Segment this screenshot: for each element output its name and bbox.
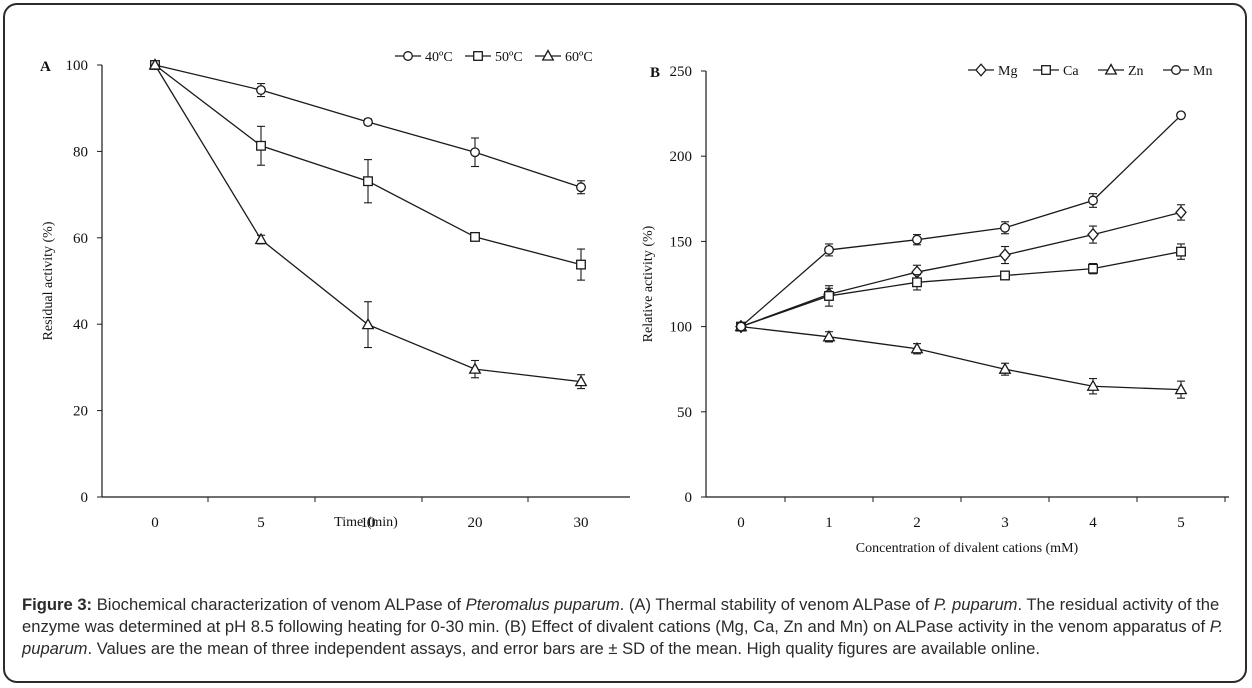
panel-b-legend-label: Mg xyxy=(998,64,1017,79)
panel-b-y-tick-label: 100 xyxy=(670,320,693,336)
panel-b-series-line xyxy=(740,325,1182,391)
panel-a-legend-marker xyxy=(541,49,555,61)
panel-a-x-tick-label: 0 xyxy=(151,515,159,531)
panel-b-data-point xyxy=(1000,222,1010,233)
panel-b-data-point xyxy=(1174,382,1188,395)
panel-b-y-tick-label: 250 xyxy=(670,64,693,80)
panel-b-legend-label: Zn xyxy=(1128,64,1144,79)
caption-species-3: P. puparum xyxy=(22,617,1224,658)
panel-a-legend-label: 50ºC xyxy=(495,50,523,65)
panel-a-x-tick-label: 10 xyxy=(361,515,376,531)
panel-a-y-tick-label: 40 xyxy=(73,317,88,333)
panel-b-data-point xyxy=(1087,227,1099,242)
panel-b-data-point xyxy=(999,248,1011,262)
panel-b-y-tick-label: 0 xyxy=(685,490,693,506)
caption-text-4: . Values are the mean of three independe… xyxy=(87,639,1040,658)
caption-species-1: Pteromalus puparum xyxy=(465,595,620,614)
panel-b-data-point xyxy=(910,341,924,354)
panel-a-data-point xyxy=(363,117,373,127)
panel-b-data-point xyxy=(1176,246,1186,257)
panel-a-legend-label: 60ºC xyxy=(565,50,593,65)
panel-b-data-point xyxy=(1000,270,1010,281)
panel-b-data-point xyxy=(822,329,836,342)
panel-a-data-point xyxy=(256,85,266,96)
caption-label: Figure 3: xyxy=(22,595,93,614)
panel-b-y-tick-label: 50 xyxy=(677,405,692,421)
panel-a-x-tick-label: 20 xyxy=(468,515,483,531)
panel-b-y-tick-label: 150 xyxy=(670,234,693,250)
panel-a-legend-marker xyxy=(403,51,413,61)
panel-a-data-point xyxy=(254,232,268,245)
panel-a-data-point xyxy=(574,374,588,387)
panel-b-label: B xyxy=(650,65,660,81)
panel-a-data-point xyxy=(470,147,480,158)
panel-a-data-point xyxy=(468,362,482,374)
panel-a-y-tick-label: 0 xyxy=(81,490,89,506)
panel-b-x-tick-label: 2 xyxy=(913,515,921,531)
panel-b-series-line xyxy=(740,114,1182,328)
panel-b-series-line xyxy=(740,250,1182,328)
panel-a-x-tick-label: 5 xyxy=(257,515,265,531)
figure-frame xyxy=(3,3,1247,683)
panel-b-data-point xyxy=(824,290,834,301)
panel-b-x-axis-title: Concentration of divalent cations (mM) xyxy=(856,541,1079,556)
panel-b-data-point xyxy=(1086,379,1100,391)
panel-a-data-point xyxy=(576,259,586,270)
panel-a-data-point xyxy=(576,182,586,193)
caption-species-2: P. puparum xyxy=(933,595,1018,614)
panel-b-data-point xyxy=(824,244,834,255)
panel-b-data-point xyxy=(1088,195,1098,206)
caption-text-1: Biochemical characterization of venom AL… xyxy=(92,595,466,614)
caption-text-2: . (A) Thermal stability of venom ALPase … xyxy=(619,595,934,614)
panel-b-x-tick-label: 1 xyxy=(825,515,833,531)
panel-a-y-tick-label: 20 xyxy=(73,404,88,420)
panel-a-label: A xyxy=(40,59,51,75)
panel-b-legend-label: Mn xyxy=(1193,64,1212,79)
panel-b-data-point xyxy=(1175,205,1187,220)
panel-b-legend-label: Ca xyxy=(1063,64,1079,79)
panel-b-data-point xyxy=(736,321,746,332)
panel-a-y-axis-title: Residual activity (%) xyxy=(41,221,56,340)
panel-b-x-tick-label: 4 xyxy=(1089,515,1097,531)
panel-b-x-tick-label: 5 xyxy=(1177,515,1185,531)
panel-b-data-point xyxy=(1088,263,1098,274)
panel-b-x-tick-label: 3 xyxy=(1001,515,1009,531)
panel-b-legend-marker xyxy=(1104,63,1118,75)
panel-b-data-point xyxy=(912,277,922,288)
panel-a-data-point xyxy=(148,58,162,70)
panel-a-y-tick-label: 80 xyxy=(73,144,88,160)
panel-b-data-point xyxy=(998,362,1012,374)
panel-b-legend-marker xyxy=(975,63,987,77)
panel-a-data-point xyxy=(361,317,375,330)
panel-a-data-point xyxy=(256,140,266,151)
panel-a-y-tick-label: 100 xyxy=(66,58,89,74)
panel-b-x-tick-label: 0 xyxy=(737,515,745,531)
panel-a-x-tick-label: 30 xyxy=(574,515,589,531)
panel-b-data-point xyxy=(1176,110,1186,121)
panel-b-y-tick-label: 200 xyxy=(670,149,693,165)
panel-b-data-point xyxy=(912,234,922,245)
panel-b-y-axis-title: Relative activity (%) xyxy=(641,225,656,342)
panel-a-legend-label: 40ºC xyxy=(425,50,453,65)
caption-text-3: . The residual activity of the enzyme wa… xyxy=(22,595,1220,636)
panel-a-legend-marker xyxy=(473,51,483,61)
panel-b-legend-marker xyxy=(1041,65,1051,75)
panel-b-legend-marker xyxy=(1171,65,1181,75)
panel-a-x-axis-title: Time (min) xyxy=(334,515,398,530)
panel-b-series-line xyxy=(740,211,1182,328)
panel-a-y-tick-label: 60 xyxy=(73,231,88,247)
panel-a-data-point xyxy=(470,231,480,242)
panel-a-data-point xyxy=(363,176,373,187)
figure-caption: Figure 3: Biochemical characterization o… xyxy=(22,594,1234,660)
